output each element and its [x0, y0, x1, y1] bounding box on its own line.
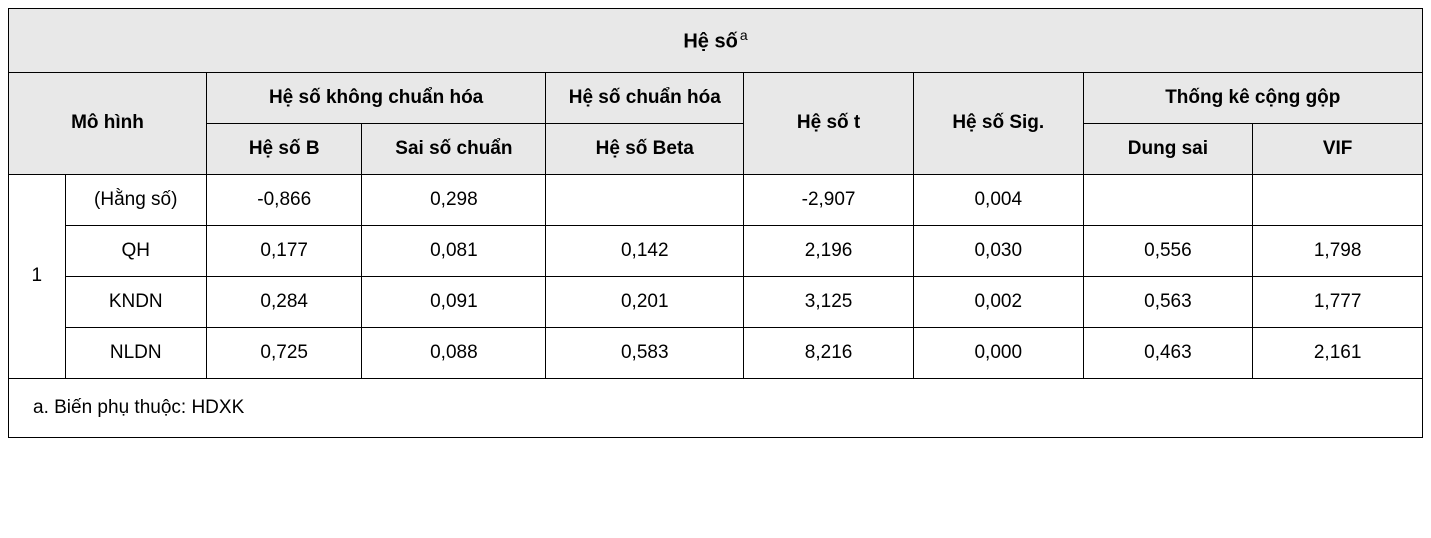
footnote-row: a. Biến phụ thuộc: HDXK	[9, 378, 1423, 437]
cell-t: -2,907	[744, 174, 914, 225]
table-row: KNDN 0,284 0,091 0,201 3,125 0,002 0,563…	[9, 276, 1423, 327]
table-body: 1 (Hằng số) -0,866 0,298 -2,907 0,004 QH…	[9, 174, 1423, 437]
header-sig: Hệ số Sig.	[913, 72, 1083, 174]
cell-variable-name: KNDN	[65, 276, 206, 327]
cell-beta: 0,201	[546, 276, 744, 327]
table-row: QH 0,177 0,081 0,142 2,196 0,030 0,556 1…	[9, 225, 1423, 276]
cell-beta: 0,583	[546, 327, 744, 378]
cell-t: 2,196	[744, 225, 914, 276]
footnote-text: a. Biến phụ thuộc: HDXK	[9, 378, 1423, 437]
header-model: Mô hình	[9, 72, 207, 174]
table-title: Hệ sốa	[9, 9, 1423, 73]
cell-sig: 0,000	[913, 327, 1083, 378]
header-vif: VIF	[1253, 123, 1423, 174]
cell-tol: 0,563	[1083, 276, 1253, 327]
cell-t: 8,216	[744, 327, 914, 378]
cell-beta: 0,142	[546, 225, 744, 276]
cell-sig: 0,004	[913, 174, 1083, 225]
cell-variable-name: (Hằng số)	[65, 174, 206, 225]
cell-tol	[1083, 174, 1253, 225]
cell-se: 0,081	[362, 225, 546, 276]
cell-vif: 2,161	[1253, 327, 1423, 378]
title-text: Hệ số	[683, 31, 737, 53]
cell-t: 3,125	[744, 276, 914, 327]
cell-tol: 0,463	[1083, 327, 1253, 378]
header-b: Hệ số B	[206, 123, 362, 174]
cell-vif	[1253, 174, 1423, 225]
cell-b: 0,284	[206, 276, 362, 327]
cell-variable-name: QH	[65, 225, 206, 276]
table-row: 1 (Hằng số) -0,866 0,298 -2,907 0,004	[9, 174, 1423, 225]
cell-beta	[546, 174, 744, 225]
cell-tol: 0,556	[1083, 225, 1253, 276]
cell-variable-name: NLDN	[65, 327, 206, 378]
header-tolerance: Dung sai	[1083, 123, 1253, 174]
header-standardized: Hệ số chuẩn hóa	[546, 72, 744, 123]
header-collinearity: Thống kê cộng gộp	[1083, 72, 1422, 123]
cell-vif: 1,798	[1253, 225, 1423, 276]
cell-model-number: 1	[9, 174, 66, 378]
header-beta: Hệ số Beta	[546, 123, 744, 174]
cell-se: 0,298	[362, 174, 546, 225]
header-std-error: Sai số chuẩn	[362, 123, 546, 174]
cell-se: 0,091	[362, 276, 546, 327]
cell-se: 0,088	[362, 327, 546, 378]
title-superscript: a	[740, 27, 748, 43]
cell-sig: 0,030	[913, 225, 1083, 276]
header-t: Hệ số t	[744, 72, 914, 174]
table-row: NLDN 0,725 0,088 0,583 8,216 0,000 0,463…	[9, 327, 1423, 378]
cell-sig: 0,002	[913, 276, 1083, 327]
cell-b: 0,177	[206, 225, 362, 276]
cell-b: -0,866	[206, 174, 362, 225]
cell-b: 0,725	[206, 327, 362, 378]
cell-vif: 1,777	[1253, 276, 1423, 327]
header-unstandardized: Hệ số không chuẩn hóa	[206, 72, 545, 123]
coefficients-table: Hệ sốa Mô hình Hệ số không chuẩn hóa Hệ …	[8, 8, 1423, 438]
